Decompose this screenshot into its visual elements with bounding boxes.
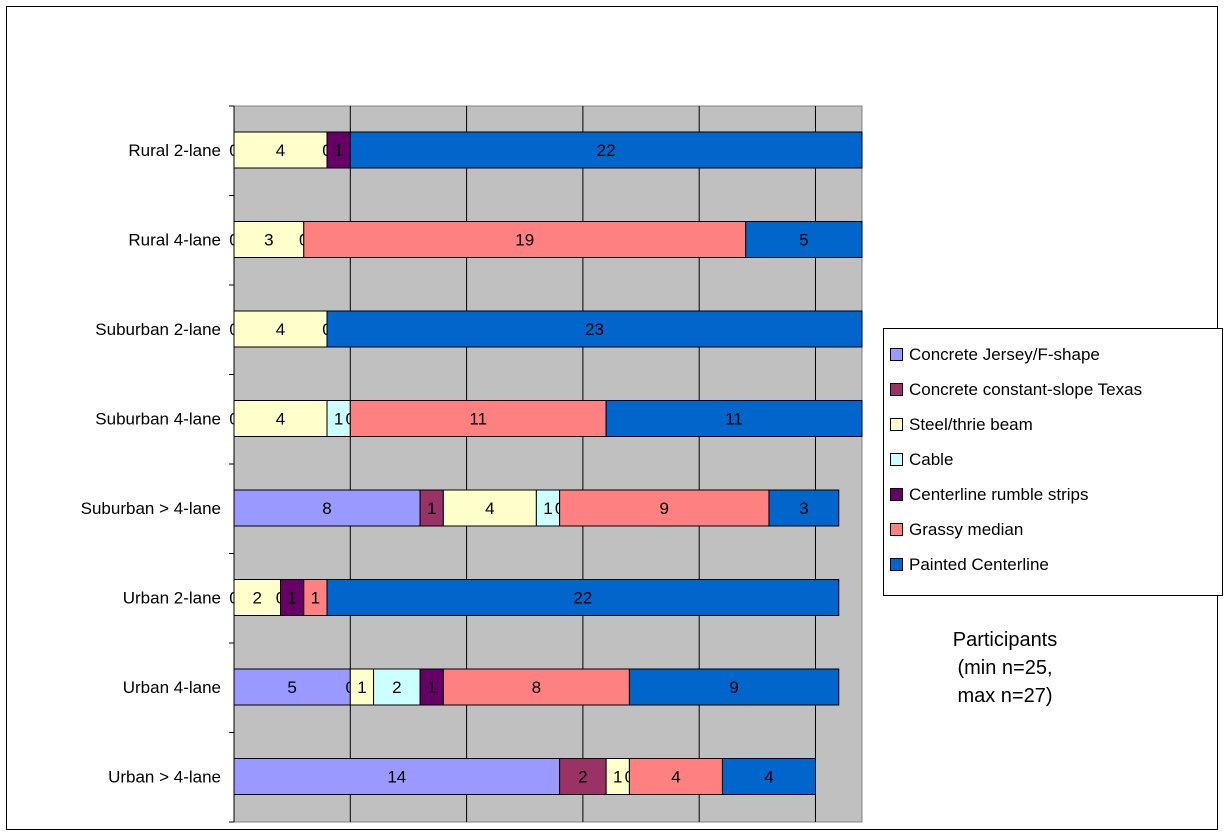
bar-steel-thrie-beam-suburban-4-lane — [442, 489, 537, 527]
legend-item-grassy-median: Grassy median — [890, 512, 1222, 547]
bar-grassy-median-urban-4-lane — [628, 758, 723, 795]
bar-grassy-median-suburban-4-lane — [349, 400, 607, 437]
data-label-cable-urban-4-lane: 2 — [392, 678, 401, 697]
category-label-rural-2-lane: Rural 2-lane — [128, 141, 221, 160]
data-label-cable-suburban-4-lane: 1 — [334, 410, 343, 429]
data-label-grassy-median-urban-4-lane: 4 — [671, 768, 680, 787]
data-label-steel-thrie-beam-rural-4-lane: 3 — [264, 231, 273, 250]
bar-painted-centerline-urban-2-lane — [326, 579, 840, 616]
legend-label: Centerline rumble strips — [909, 484, 1089, 504]
data-label-concrete-jersey-f-shape-urban-4-lane: 14 — [387, 768, 406, 787]
legend-item-cable: Cable — [890, 442, 1222, 477]
data-label-concrete-jersey-f-shape-suburban-4-lane: 8 — [322, 499, 331, 518]
bar-steel-thrie-beam-urban-2-lane — [233, 579, 282, 616]
data-label-centerline-rumble-strips-rural-2-lane: 1 — [334, 141, 343, 160]
data-label-concrete-constant-slope-texas-urban-4-lane: 2 — [578, 768, 587, 787]
data-label-centerline-rumble-strips-urban-4-lane: 1 — [427, 678, 436, 697]
legend-item-steel-thrie-beam: Steel/thrie beam — [890, 407, 1222, 442]
data-label-grassy-median-suburban-4-lane: 11 — [469, 410, 487, 429]
participants-note: Participants (min n=25, max n=27) — [952, 629, 1058, 707]
data-label-grassy-median-rural-4-lane: 19 — [515, 231, 534, 250]
data-label-steel-thrie-beam-urban-4-lane: 1 — [357, 678, 366, 697]
legend-label: Concrete Jersey/F-shape — [909, 344, 1100, 364]
bar-concrete-jersey-f-shape-suburban-4-lane — [233, 489, 421, 527]
legend-item-centerline-rumble-strips: Centerline rumble strips — [890, 477, 1222, 512]
bar-concrete-constant-slope-texas-urban-4-lane — [559, 758, 607, 795]
bar-steel-thrie-beam-suburban-2-lane — [233, 310, 328, 348]
bar-painted-centerline-urban-4-lane — [628, 668, 840, 706]
data-label-concrete-jersey-f-shape-urban-4-lane: 5 — [287, 678, 296, 697]
data-label-grassy-median-suburban-4-lane: 9 — [660, 499, 669, 518]
legend-swatch — [890, 383, 903, 396]
data-label-painted-centerline-urban-4-lane: 9 — [729, 678, 738, 697]
legend-label: Painted Centerline — [909, 554, 1049, 574]
bar-concrete-jersey-f-shape-urban-4-lane — [233, 758, 561, 795]
data-label-steel-thrie-beam-urban-4-lane: 1 — [613, 768, 622, 787]
legend-label: Grassy median — [909, 519, 1024, 539]
data-label-grassy-median-urban-2-lane: 1 — [311, 589, 320, 608]
data-label-painted-centerline-rural-4-lane: 5 — [799, 231, 808, 250]
bar-cable-urban-4-lane — [373, 668, 421, 706]
category-label-urban-2-lane: Urban 2-lane — [123, 589, 221, 608]
data-label-painted-centerline-suburban-4-lane: 11 — [725, 410, 743, 429]
bar-painted-centerline-rural-2-lane — [349, 131, 863, 169]
legend-swatch — [890, 418, 903, 431]
data-label-steel-thrie-beam-suburban-2-lane: 4 — [276, 320, 285, 339]
category-label-suburban-4-lane: Suburban > 4-lane — [81, 499, 221, 518]
legend-item-concrete-jersey-f-shape: Concrete Jersey/F-shape — [890, 337, 1222, 372]
category-label-urban-4-lane: Urban > 4-lane — [108, 768, 221, 787]
legend-swatch — [890, 523, 903, 536]
bar-painted-centerline-suburban-4-lane — [605, 400, 863, 437]
legend-swatch — [890, 453, 903, 466]
bar-grassy-median-suburban-4-lane — [559, 489, 770, 527]
data-label-centerline-rumble-strips-urban-2-lane: 1 — [287, 589, 296, 608]
bar-concrete-jersey-f-shape-urban-4-lane — [233, 668, 351, 706]
data-label-grassy-median-urban-4-lane: 8 — [532, 678, 541, 697]
legend-label: Cable — [909, 449, 954, 469]
bar-painted-centerline-suburban-4-lane — [768, 489, 840, 527]
legend-swatch — [890, 558, 903, 571]
data-label-painted-centerline-urban-4-lane: 4 — [764, 768, 773, 787]
legend-label: Concrete constant-slope Texas — [909, 379, 1143, 399]
legend-swatch — [890, 348, 903, 361]
data-label-steel-thrie-beam-suburban-4-lane: 4 — [485, 499, 494, 518]
bar-steel-thrie-beam-rural-4-lane — [233, 221, 305, 258]
legend: Concrete Jersey/F-shape Concrete constant… — [883, 328, 1223, 596]
legend-label: Steel/thrie beam — [909, 414, 1033, 434]
bar-steel-thrie-beam-rural-2-lane — [233, 131, 328, 169]
data-label-painted-centerline-suburban-4-lane: 3 — [799, 499, 808, 518]
data-label-steel-thrie-beam-urban-2-lane: 2 — [253, 589, 262, 608]
bar-painted-centerline-suburban-2-lane — [326, 310, 863, 348]
legend-swatch — [890, 488, 903, 501]
data-label-steel-thrie-beam-rural-2-lane: 4 — [276, 141, 285, 160]
bar-painted-centerline-rural-4-lane — [745, 221, 863, 258]
data-label-concrete-constant-slope-texas-suburban-4-lane: 1 — [427, 499, 436, 518]
data-label-painted-centerline-rural-2-lane: 22 — [597, 141, 616, 160]
bar-steel-thrie-beam-suburban-4-lane — [233, 400, 328, 437]
bar-painted-centerline-urban-4-lane — [721, 758, 816, 795]
plot-area — [233, 105, 863, 823]
category-label-rural-4-lane: Rural 4-lane — [128, 231, 221, 250]
data-label-steel-thrie-beam-suburban-4-lane: 4 — [276, 410, 285, 429]
category-label-suburban-2-lane: Suburban 2-lane — [95, 320, 221, 339]
data-label-painted-centerline-suburban-2-lane: 23 — [585, 320, 604, 339]
category-label-suburban-4-lane: Suburban 4-lane — [95, 410, 221, 429]
data-label-painted-centerline-urban-2-lane: 22 — [573, 589, 592, 608]
data-label-cable-suburban-4-lane: 1 — [543, 499, 552, 518]
legend-item-painted-centerline: Painted Centerline — [890, 547, 1222, 582]
category-label-urban-4-lane: Urban 4-lane — [123, 678, 221, 697]
legend-item-concrete-constant-slope-texas: Concrete constant-slope Texas — [890, 372, 1222, 407]
